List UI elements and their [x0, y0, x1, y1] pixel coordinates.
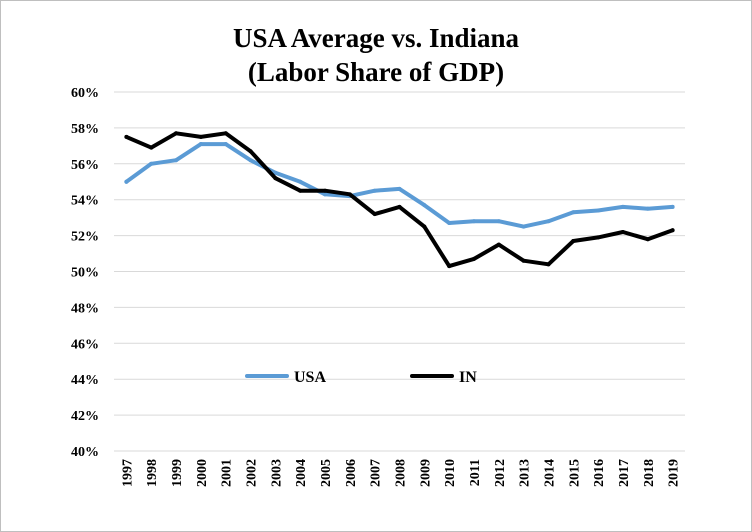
data-point-usa	[496, 219, 501, 224]
data-point-usa	[323, 192, 328, 197]
x-tick-label: 1998	[145, 459, 160, 487]
x-tick-label: 2008	[394, 459, 409, 487]
data-point-usa	[521, 224, 526, 229]
data-point-usa	[670, 204, 675, 209]
series-line-usa	[124, 142, 675, 229]
data-point-usa	[546, 219, 551, 224]
data-point-in	[372, 212, 377, 217]
data-point-usa	[149, 161, 154, 166]
data-point-in	[471, 256, 476, 261]
x-axis-tick-labels: 1997 1998 1999 2000 2001 2002 2003 2004 2005 2006…	[120, 459, 681, 487]
data-point-in	[149, 145, 154, 150]
x-tick-label: 2015	[567, 459, 582, 487]
x-tick-label: 2013	[518, 459, 533, 487]
y-tick-label: 40%	[71, 445, 99, 460]
data-point-in	[422, 224, 427, 229]
data-point-in	[298, 188, 303, 193]
legend-label-usa: USA	[294, 369, 326, 386]
series-lines	[124, 131, 675, 269]
y-axis-tick-labels: 40% 42% 44% 46% 48% 50% 52% 54% 56% 58% 60%	[71, 86, 99, 460]
x-tick-label: 2003	[269, 459, 284, 487]
data-point-usa	[620, 204, 625, 209]
x-tick-label: 2006	[344, 459, 359, 487]
data-point-in	[124, 134, 129, 139]
data-point-in	[174, 131, 179, 136]
data-point-in	[596, 235, 601, 240]
data-point-usa	[596, 208, 601, 213]
data-point-in	[323, 188, 328, 193]
chart-title: USA Average vs. Indiana (Labor Share of …	[233, 23, 520, 87]
x-tick-label: 2010	[443, 459, 458, 487]
data-point-usa	[273, 170, 278, 175]
y-tick-label: 42%	[71, 409, 99, 424]
y-tick-label: 58%	[71, 122, 99, 137]
data-point-in	[223, 131, 228, 136]
data-point-in	[645, 237, 650, 242]
data-point-usa	[372, 188, 377, 193]
x-tick-label: 2016	[592, 459, 607, 487]
data-point-in	[273, 176, 278, 181]
x-tick-label: 2004	[294, 459, 309, 487]
data-point-usa	[447, 221, 452, 226]
y-tick-label: 60%	[71, 86, 99, 101]
data-point-usa	[645, 206, 650, 211]
gridlines	[114, 91, 685, 452]
chart-title-line-2: (Labor Share of GDP)	[248, 57, 504, 87]
data-point-in	[546, 262, 551, 267]
x-tick-label: 2002	[245, 459, 260, 487]
x-tick-label: 1999	[170, 459, 185, 487]
data-point-in	[521, 258, 526, 263]
data-point-in	[198, 134, 203, 139]
x-tick-label: 2019	[667, 459, 682, 487]
data-point-usa	[174, 158, 179, 163]
data-point-usa	[397, 186, 402, 191]
data-point-usa	[124, 179, 129, 184]
y-tick-label: 48%	[71, 301, 99, 316]
data-point-in	[620, 230, 625, 235]
y-tick-label: 56%	[71, 158, 99, 173]
y-tick-label: 46%	[71, 337, 99, 352]
x-tick-label: 2014	[542, 459, 557, 487]
data-point-usa	[298, 179, 303, 184]
x-tick-label: 2011	[468, 459, 483, 486]
x-tick-label: 2009	[418, 459, 433, 487]
legend-label-in: IN	[459, 369, 477, 386]
x-tick-label: 2001	[220, 459, 235, 487]
data-point-in	[397, 204, 402, 209]
data-point-usa	[248, 158, 253, 163]
data-point-in	[496, 242, 501, 247]
x-tick-label: 2007	[369, 459, 384, 487]
data-point-in	[670, 228, 675, 233]
data-point-usa	[223, 142, 228, 147]
x-tick-label: 2018	[642, 459, 657, 487]
data-point-in	[571, 238, 576, 243]
data-point-in	[248, 149, 253, 154]
x-tick-label: 2017	[617, 459, 632, 487]
data-point-usa	[571, 210, 576, 215]
y-tick-label: 52%	[71, 230, 99, 245]
legend: USA IN	[245, 369, 477, 386]
x-tick-label: 2000	[195, 459, 210, 487]
data-point-usa	[198, 142, 203, 147]
x-tick-label: 2005	[319, 459, 334, 487]
data-point-usa	[471, 219, 476, 224]
x-tick-label: 1997	[120, 459, 135, 487]
y-tick-label: 44%	[71, 373, 99, 388]
chart-title-line-1: USA Average vs. Indiana	[233, 23, 520, 53]
data-point-in	[347, 192, 352, 197]
x-tick-label: 2012	[493, 459, 508, 487]
y-tick-label: 54%	[71, 194, 99, 209]
y-tick-label: 50%	[71, 266, 99, 281]
data-point-usa	[422, 203, 427, 208]
data-point-in	[447, 264, 452, 269]
